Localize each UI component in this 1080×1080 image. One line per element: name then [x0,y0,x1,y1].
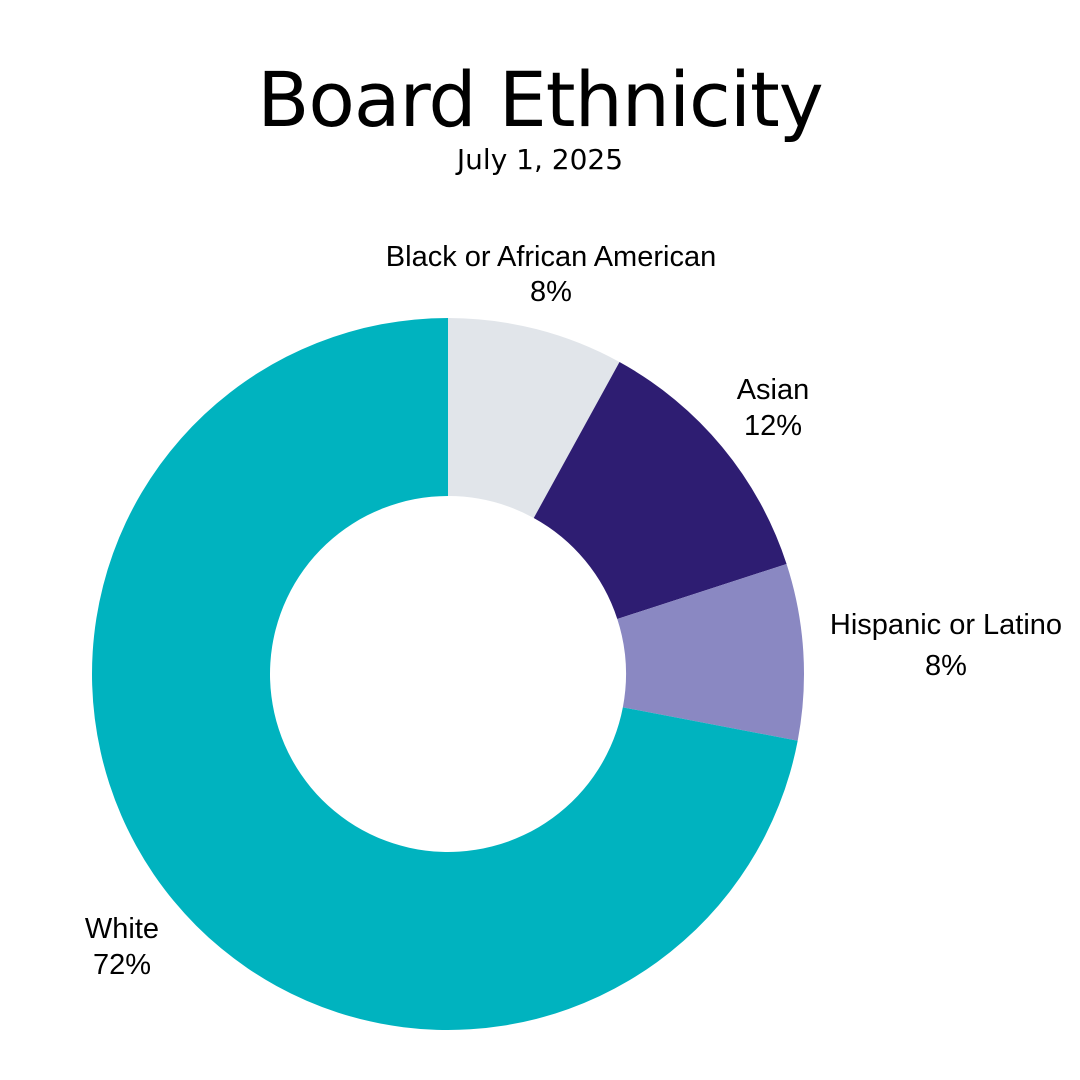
slice-labels: Black or African American 8% Asian 12% H… [85,241,1062,981]
slice-hispanic [617,563,804,741]
chart-title: Board Ethnicity [257,55,823,144]
slice-asian [533,362,787,619]
slice-value-white: 72% [93,949,151,981]
slice-value-hispanic: 8% [925,650,967,682]
slice-label-black: Black or African American [386,241,716,273]
slice-white [92,318,798,1030]
slice-value-black: 8% [530,276,572,308]
slice-label-asian: Asian [737,374,810,406]
chart-subtitle: July 1, 2025 [456,143,624,176]
donut-slices [92,318,804,1030]
slice-black [448,318,620,519]
slice-label-white: White [85,913,159,945]
slice-value-asian: 12% [744,410,802,442]
slice-label-hispanic: Hispanic or Latino [830,609,1062,641]
